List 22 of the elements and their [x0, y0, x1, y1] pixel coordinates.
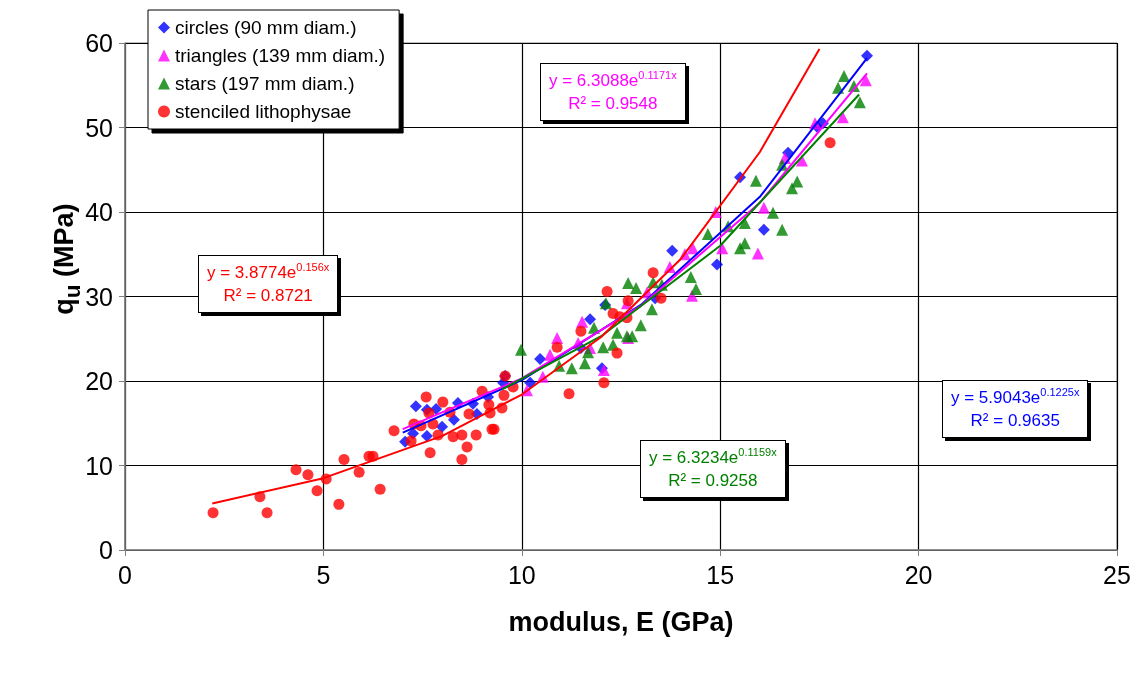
annotation: y = 3.8774e$^{0.156x}$ R² = 0.8721 [198, 255, 339, 313]
annotation: y = 6.3088e$^{0.1171x}$ R² = 0.9548 [540, 63, 686, 121]
y-tick-label: 0 [99, 536, 113, 564]
x-tick-label: 0 [118, 560, 132, 589]
y-tick-label: 40 [85, 198, 113, 226]
y-tick-label: 30 [85, 282, 113, 311]
x-tick-label: 15 [706, 560, 735, 589]
annotation: y = 6.3234e$^{0.1159x}$ R² = 0.9258 [640, 440, 786, 498]
y-tick-label: 10 [85, 451, 113, 480]
annotation: y = 5.9043e$^{0.1225x}$ R² = 0.9635 [942, 380, 1089, 438]
legend-label: triangles (139 mm diam.) [175, 45, 386, 66]
x-tick-label: 20 [904, 560, 933, 589]
x-axis-title: modulus, E (GPa) [508, 606, 734, 637]
x-tick-label: 5 [316, 560, 331, 589]
legend-label: circles (90 mm diam.) [175, 17, 357, 38]
y-tick-label: 60 [85, 29, 113, 57]
x-tick-label: 10 [507, 560, 536, 589]
y-tick-label: 50 [85, 113, 113, 142]
legend-label: stenciled lithophysae [175, 101, 352, 122]
x-tick-label: 25 [1103, 560, 1131, 589]
y-tick-label: 20 [85, 367, 113, 395]
legend-label: stars (197 mm diam.) [175, 73, 355, 94]
